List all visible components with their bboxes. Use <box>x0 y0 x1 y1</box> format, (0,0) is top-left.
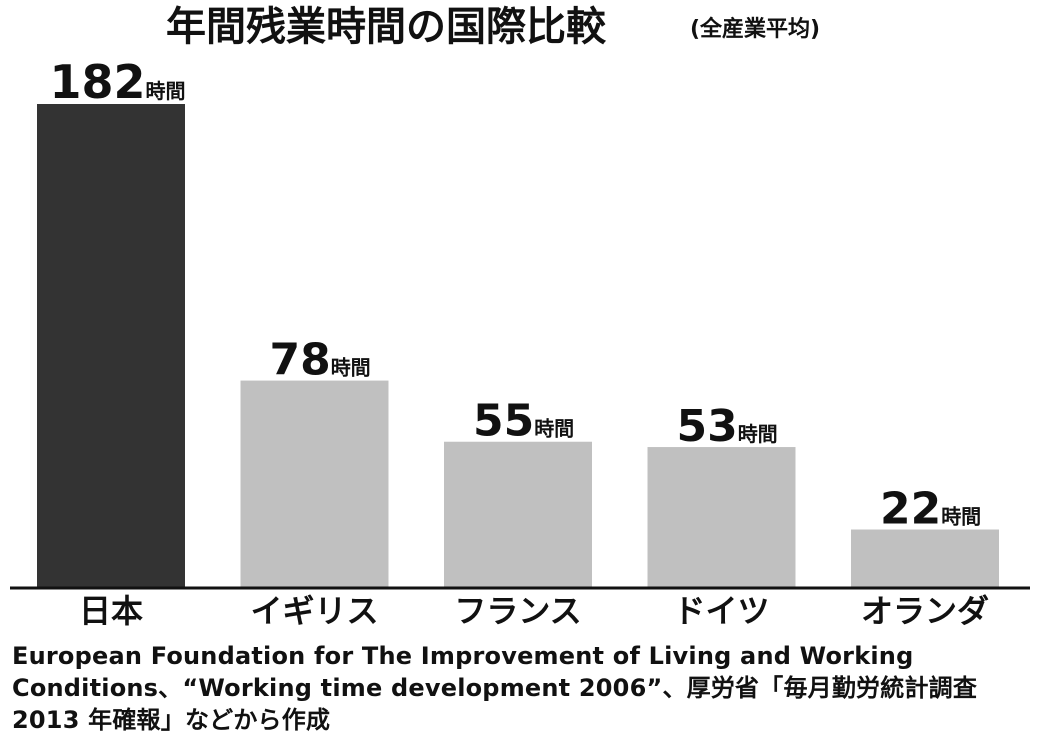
category-label-4: オランダ <box>861 592 989 630</box>
value-labels-group: 182時間 78時間 55時間 53時間 22時間 <box>49 55 981 534</box>
bar-0 <box>37 104 185 588</box>
bar-2 <box>444 441 592 588</box>
category-labels-group: 日本 イギリス フランス ドイツ オランダ <box>79 592 989 630</box>
bar-1 <box>240 380 389 588</box>
value-label-2: 55時間 <box>473 396 574 447</box>
category-label-3: ドイツ <box>673 592 769 630</box>
chart-subtitle: (全産業平均) <box>690 16 820 42</box>
category-label-1: イギリス <box>250 592 378 630</box>
value-label-1: 78時間 <box>269 335 370 386</box>
value-label-3: 53時間 <box>676 401 777 452</box>
chart-title: 年間残業時間の国際比較 <box>166 4 607 50</box>
bar-3 <box>647 447 796 588</box>
value-label-0: 182時間 <box>49 55 185 109</box>
category-label-2: フランス <box>454 592 581 630</box>
bar-4 <box>851 529 999 588</box>
source-note: European Foundation for The Improvement … <box>12 642 1002 734</box>
bar-chart: 年間残業時間の国際比較 (全産業平均) 182時間 78時間 55時間 53時間 22時… <box>10 4 1030 630</box>
bars-group <box>37 104 999 588</box>
category-label-0: 日本 <box>79 592 143 630</box>
value-label-4: 22時間 <box>880 483 981 534</box>
